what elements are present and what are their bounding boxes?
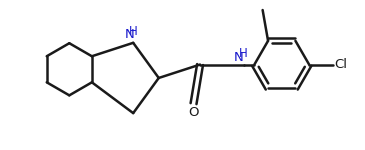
Text: N: N: [124, 28, 134, 41]
Text: Cl: Cl: [334, 58, 347, 71]
Text: H: H: [239, 47, 248, 60]
Text: H: H: [129, 25, 138, 38]
Text: N: N: [234, 51, 244, 64]
Text: O: O: [188, 106, 199, 119]
